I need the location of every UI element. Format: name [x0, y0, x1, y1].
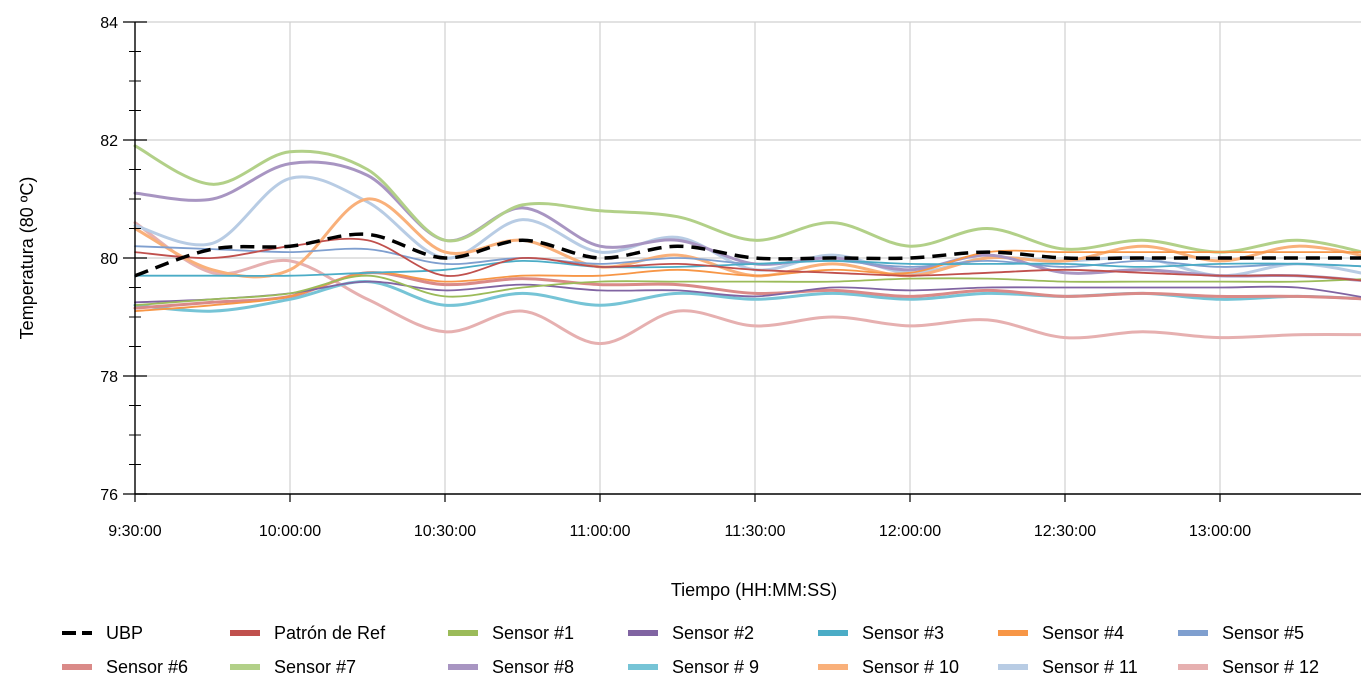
y-tick-label: 84 — [100, 15, 118, 32]
x-tick-label: 10:00:00 — [259, 523, 321, 540]
legend-label: Sensor #1 — [492, 623, 574, 643]
legend-item: Patrón de Ref — [230, 623, 386, 643]
legend-label: Sensor #4 — [1042, 623, 1124, 643]
legend-label: Sensor #8 — [492, 657, 574, 677]
legend-item: Sensor # 10 — [818, 657, 959, 677]
legend-label: Sensor # 9 — [672, 657, 759, 677]
legend-item: Sensor #4 — [998, 623, 1124, 643]
series-line-sensor-2 — [134, 280, 1361, 304]
series-lines — [133, 144, 1361, 346]
series-line-sensor-3 — [134, 259, 1361, 277]
x-tick-label: 11:30:00 — [724, 523, 785, 540]
legend-label: Sensor #2 — [672, 623, 754, 643]
series-line-sensor-10 — [133, 197, 1361, 279]
y-axis-title: Temperatura (80 ºC) — [17, 177, 37, 340]
y-tick-label: 76 — [100, 487, 118, 504]
x-axis-title: Tiempo (HH:MM:SS) — [671, 580, 837, 600]
series-line-sensor-8 — [133, 160, 1361, 282]
y-tick-label: 82 — [100, 133, 118, 150]
series-line-sensor-1 — [134, 274, 1361, 307]
legend-item: Sensor #3 — [818, 623, 944, 643]
x-tick-label: 11:00:00 — [569, 523, 630, 540]
legend-item: Sensor #5 — [1178, 623, 1304, 643]
x-tick-label: 13:00:00 — [1189, 523, 1251, 540]
series-line-ubp — [134, 232, 1361, 278]
legend-label: Sensor #3 — [862, 623, 944, 643]
y-tick-label: 80 — [100, 251, 118, 268]
axes — [123, 21, 1361, 502]
legend-label: Sensor #6 — [106, 657, 188, 677]
legend-item: Sensor # 12 — [1178, 657, 1319, 677]
legend-label: Sensor # 12 — [1222, 657, 1319, 677]
legend-item: Sensor # 9 — [628, 657, 759, 677]
legend-label: Sensor # 11 — [1042, 657, 1138, 677]
legend-label: Patrón de Ref — [274, 623, 386, 643]
legend-item: Sensor #2 — [628, 623, 754, 643]
x-tick-label: 9:30:00 — [108, 523, 161, 540]
legend-item: Sensor #8 — [448, 657, 574, 677]
legend-item: UBP — [62, 623, 143, 643]
tick-labels: 9:30:00 10:00:00 10:30:00 11:00:00 11:30:00 1… — [100, 15, 1251, 540]
legend-item: Sensor #1 — [448, 623, 574, 643]
series-line-sensor-7 — [133, 144, 1361, 254]
legend: UBP Patrón de Ref Sensor #1 Sensor #2 Sensor… — [62, 623, 1319, 677]
x-tick-label: 12:30:00 — [1034, 523, 1096, 540]
x-tick-label: 12:00:00 — [879, 523, 941, 540]
legend-label: UBP — [106, 623, 143, 643]
series-line-patr-n-de-ref — [134, 237, 1361, 282]
legend-label: Sensor #5 — [1222, 623, 1304, 643]
legend-item: Sensor #6 — [62, 657, 188, 677]
y-tick-label: 78 — [100, 369, 118, 386]
legend-item: Sensor # 11 — [998, 657, 1138, 677]
legend-item: Sensor #7 — [230, 657, 356, 677]
x-tick-label: 10:30:00 — [414, 523, 476, 540]
legend-label: Sensor #7 — [274, 657, 356, 677]
series-line-sensor-11 — [133, 175, 1361, 278]
legend-label: Sensor # 10 — [862, 657, 959, 677]
